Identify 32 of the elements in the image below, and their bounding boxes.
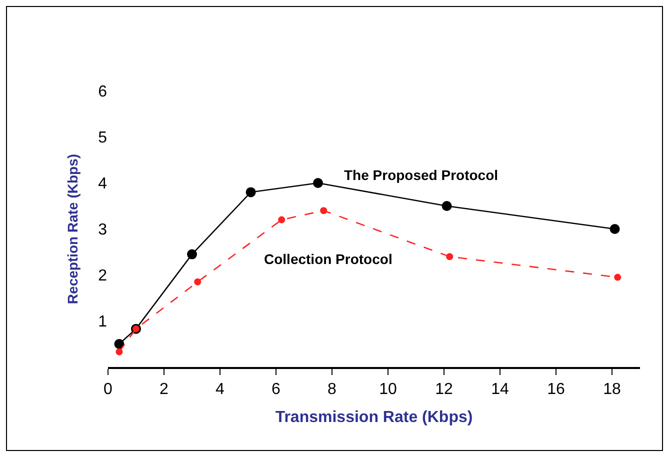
x-tick-label: 10 <box>379 380 397 398</box>
point <box>114 339 124 349</box>
point <box>246 187 256 198</box>
x-tick-label: 2 <box>160 380 169 398</box>
series-label: The Proposed Protocol <box>344 167 498 183</box>
x-tick-label: 4 <box>216 380 225 398</box>
point <box>320 207 328 214</box>
point <box>614 274 622 281</box>
x-tick-label: 16 <box>547 380 565 398</box>
x-tick-label: 8 <box>328 380 337 398</box>
point <box>194 278 202 286</box>
x-tick-label: 14 <box>491 380 509 398</box>
x-tick-label: 6 <box>272 380 281 398</box>
point <box>610 224 620 234</box>
y-tick-label: 4 <box>98 176 108 193</box>
point <box>442 201 452 211</box>
y-axis-title: Reception Rate (Kbps) <box>64 154 81 304</box>
series-label: Collection Protocol <box>264 251 392 267</box>
x-tick-label: 18 <box>603 380 621 398</box>
point <box>187 249 197 260</box>
y-tick-label: 1 <box>98 314 108 331</box>
point <box>116 348 123 356</box>
x-tick-label: 12 <box>435 380 453 398</box>
y-tick-label: 3 <box>98 222 108 239</box>
y-tick-label: 6 <box>98 84 108 101</box>
x-tick-label: 0 <box>104 380 113 398</box>
point <box>313 178 323 188</box>
point <box>446 253 454 260</box>
point <box>278 216 286 224</box>
y-tick-label: 5 <box>98 130 108 147</box>
x-axis-title: Transmission Rate (Kbps) <box>275 409 473 426</box>
y-tick-label: 2 <box>98 268 108 285</box>
